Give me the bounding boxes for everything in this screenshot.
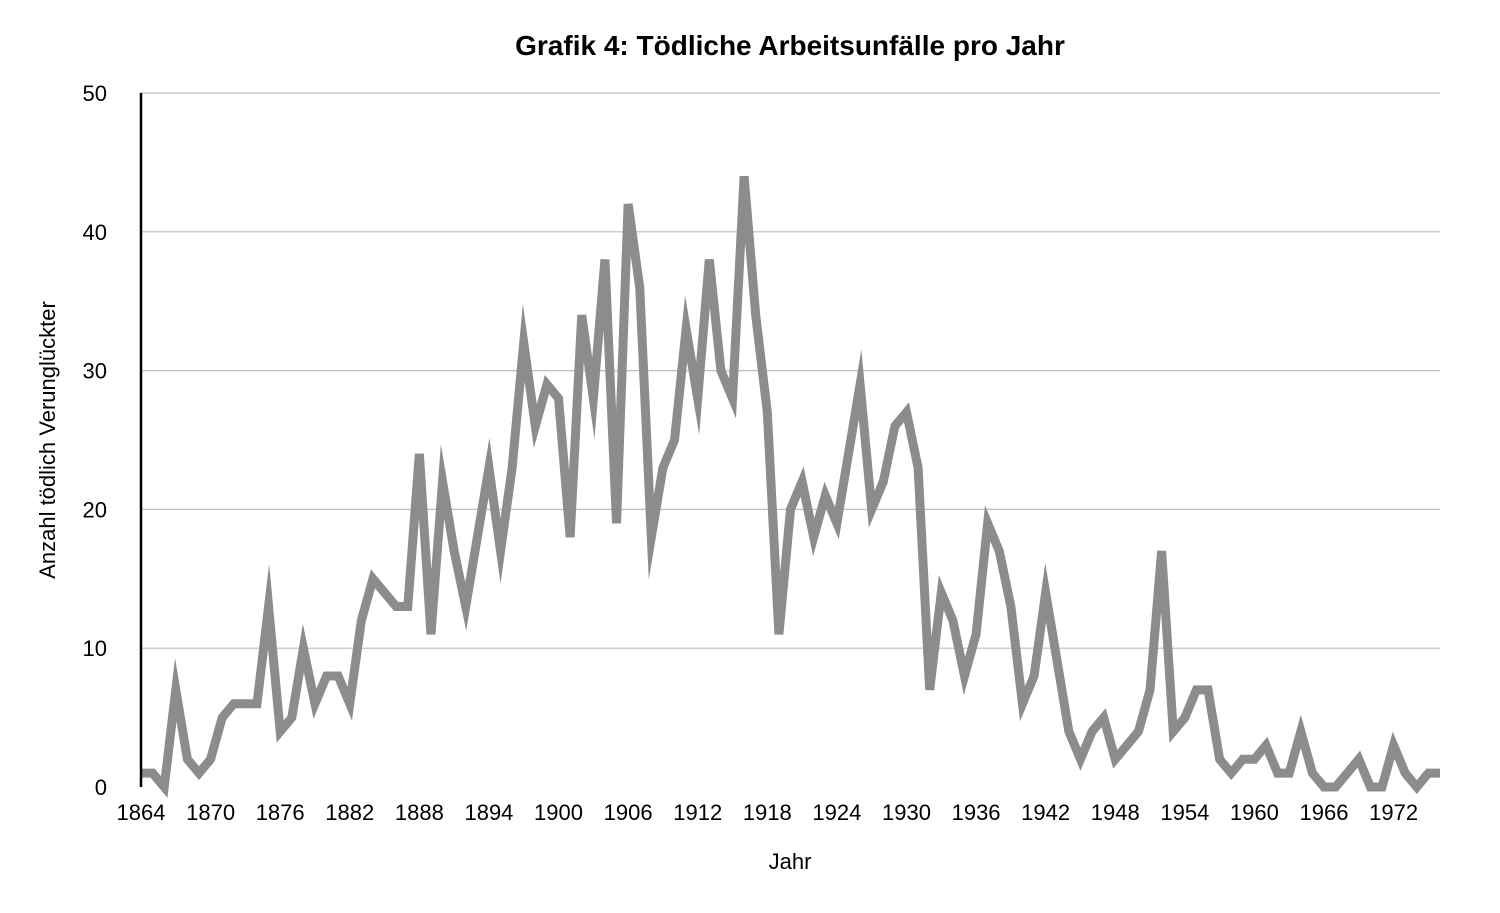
x-tick-label: 1960 (1230, 800, 1279, 825)
x-tick-label: 1900 (534, 800, 583, 825)
x-tick-label: 1912 (673, 800, 722, 825)
x-tick-label: 1906 (604, 800, 653, 825)
y-tick-label: 20 (83, 497, 107, 522)
x-tick-label: 1870 (186, 800, 235, 825)
y-tick-label: 30 (83, 359, 107, 384)
x-tick-label: 1864 (117, 800, 166, 825)
x-tick-label: 1948 (1091, 800, 1140, 825)
y-tick-label: 10 (83, 636, 107, 661)
y-tick-label: 0 (95, 775, 107, 800)
x-tick-label: 1972 (1369, 800, 1418, 825)
y-axis-label: Anzahl tödlich Verunglückter (35, 301, 60, 579)
gridlines (141, 92, 1440, 649)
x-tick-label: 1942 (1021, 800, 1070, 825)
x-tick-label: 1936 (952, 800, 1001, 825)
series-line (141, 175, 1440, 798)
x-tick-label: 1876 (256, 800, 305, 825)
x-axis-label: Jahr (769, 849, 812, 874)
x-tick-label: 1894 (464, 800, 513, 825)
x-tick-label: 1918 (743, 800, 792, 825)
y-tick-label: 40 (83, 220, 107, 245)
series-group (140, 175, 1441, 798)
x-axis-ticks: 1864 1870 1876 1882 1888 1894 1900 1906 1912 1918… (117, 800, 1419, 825)
x-tick-label: 1954 (1160, 800, 1209, 825)
x-tick-label: 1924 (812, 800, 861, 825)
y-axis-ticks: 0 10 20 30 40 50 (83, 81, 107, 800)
x-tick-label: 1888 (395, 800, 444, 825)
chart-title: Grafik 4: Tödliche Arbeitsunfälle pro Ja… (515, 30, 1065, 61)
x-tick-label: 1966 (1300, 800, 1349, 825)
x-tick-label: 1882 (325, 800, 374, 825)
y-tick-label: 50 (83, 81, 107, 106)
x-tick-label: 1930 (882, 800, 931, 825)
